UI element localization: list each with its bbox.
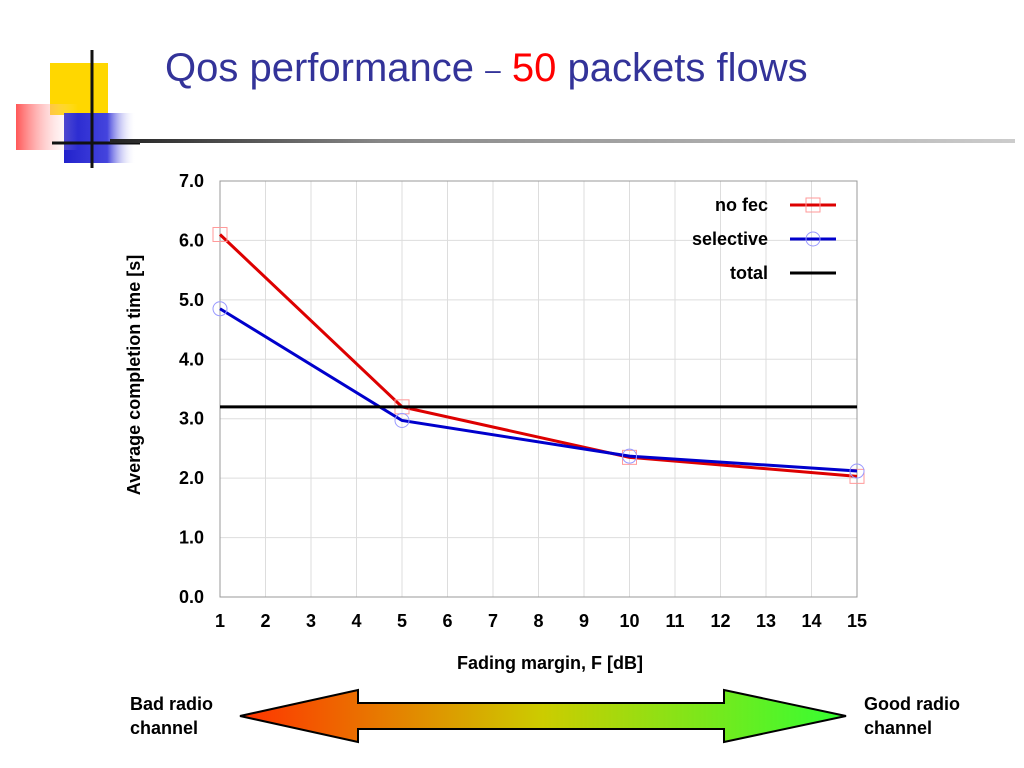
y-tick-label: 7.0 (179, 171, 204, 191)
y-axis-label: Average completion time [s] (124, 255, 144, 495)
legend-label-selective: selective (692, 229, 768, 249)
series-line-selective (219, 307, 858, 473)
bad-label-line1: Bad radio (130, 694, 214, 714)
good-channel-label: Good radio channel (864, 692, 960, 740)
bad-label-line2: channel (130, 718, 199, 738)
y-tick-label: 3.0 (179, 409, 204, 429)
title-dash: – (485, 54, 501, 86)
legend-marker-no-fec (805, 197, 821, 213)
x-axis-label: Fading margin, F [dB] (457, 653, 643, 673)
title-rule (110, 139, 1015, 143)
x-tick-label: 13 (756, 611, 776, 631)
good-label-line1: Good radio (864, 694, 960, 714)
point-selective (849, 463, 865, 479)
bad-channel-label: Bad radio channel (130, 692, 213, 740)
slide-title: Qos performance – 50 packets flows (165, 46, 808, 90)
x-tick-label: 10 (619, 611, 639, 631)
x-tick-label: 14 (801, 611, 821, 631)
point-no-fec (849, 468, 865, 484)
legend-label-total: total (730, 263, 768, 283)
y-tick-label: 1.0 (179, 528, 204, 548)
x-tick-label: 15 (847, 611, 867, 631)
point-selective (622, 448, 637, 464)
title-main: Qos performance (165, 46, 475, 90)
series-line-no-fec (218, 233, 858, 478)
x-tick-label: 4 (351, 611, 361, 631)
y-tick-label: 0.0 (179, 587, 204, 607)
point-selective (212, 301, 228, 317)
plot-frame (219, 180, 858, 598)
x-tick-label: 2 (260, 611, 270, 631)
y-tick-label: 4.0 (179, 349, 204, 369)
y-tick-label: 5.0 (179, 290, 204, 310)
y-tick-label: 2.0 (179, 468, 204, 488)
legend-label-no-fec: no fec (715, 195, 768, 215)
x-tick-label: 12 (710, 611, 730, 631)
x-tick-label: 9 (579, 611, 589, 631)
x-tick-label: 1 (215, 611, 225, 631)
good-label-line2: channel (864, 718, 933, 738)
x-tick-label: 8 (533, 611, 543, 631)
x-tick-label: 11 (665, 611, 684, 631)
title-rest: packets flows (567, 46, 808, 90)
x-tick-label: 5 (397, 611, 407, 631)
y-tick-label: 6.0 (179, 230, 204, 250)
slide-decoration (16, 50, 140, 168)
title-number: 50 (511, 46, 557, 90)
tick-labels: 1 2 3 4 5 6 7 8 9 10 11 12 13 14 150.01.02.03.04.05.06… (179, 171, 867, 631)
legend: no fec selective total (692, 195, 836, 283)
x-tick-label: 3 (306, 611, 316, 631)
point-selective (394, 412, 410, 428)
channel-quality-arrow (239, 688, 847, 744)
point-no-fec (212, 226, 228, 242)
series (212, 226, 865, 484)
x-tick-label: 6 (442, 611, 452, 631)
legend-marker-selective (805, 231, 821, 247)
x-tick-label: 7 (488, 611, 498, 631)
